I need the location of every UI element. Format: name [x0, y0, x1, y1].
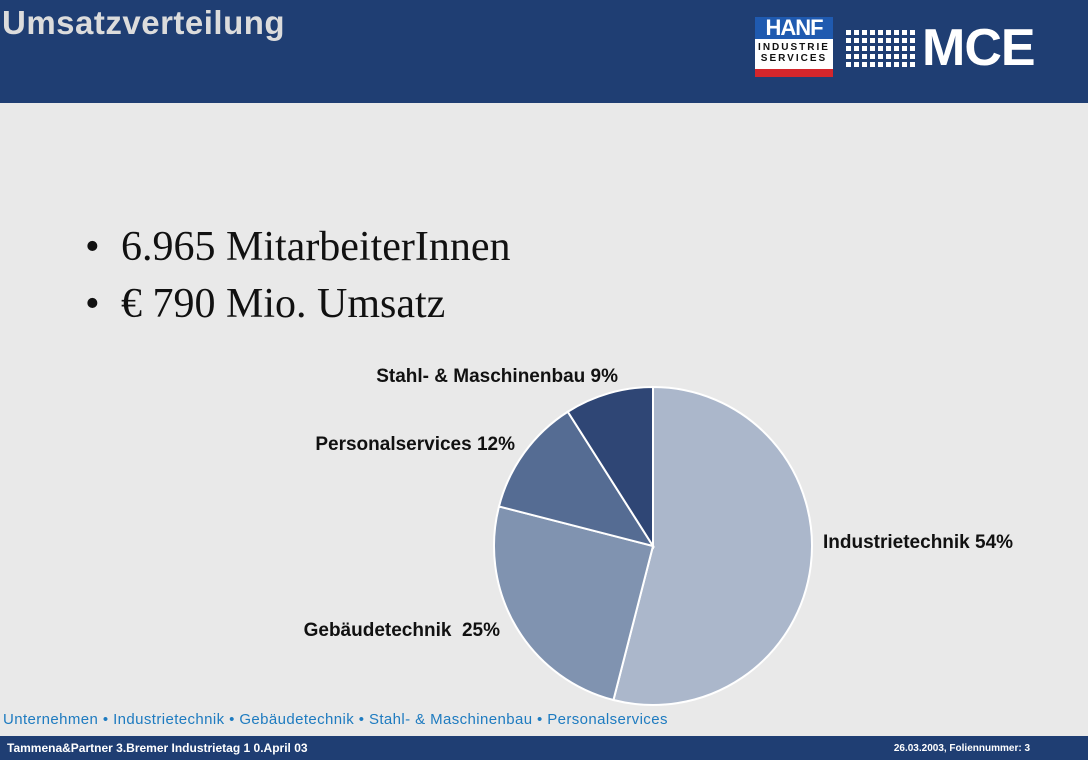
mce-dot: [886, 54, 891, 59]
mce-logo-text: MCE: [922, 19, 1036, 77]
mce-dot: [854, 54, 859, 59]
mce-dot: [846, 38, 851, 43]
mce-dot: [910, 38, 915, 43]
pie-slice-3: [566, 385, 654, 550]
mce-dot: [846, 54, 851, 59]
hanf-logo-subtitle: INDUSTRIE SERVICES: [755, 39, 833, 69]
mce-dot: [870, 62, 875, 67]
mce-dot: [902, 38, 907, 43]
pie-label-0: Industrietechnik 54%: [823, 532, 1013, 553]
mce-dot: [886, 38, 891, 43]
bullet-item-revenue: • € 790 Mio. Umsatz: [85, 276, 511, 333]
section-navigation: Unternehmen • Industrietechnik • Gebäude…: [3, 711, 668, 728]
pie-label-2: Personalservices 12%: [315, 434, 515, 455]
mce-dot: [862, 38, 867, 43]
mce-dot: [846, 30, 851, 35]
bullet-text-employees: 6.965 MitarbeiterInnen: [121, 224, 511, 270]
mce-dot: [870, 54, 875, 59]
mce-dot: [894, 54, 899, 59]
pie-labels: Industrietechnik 54% Gebäudetechnik 25% Pe…: [304, 366, 1014, 641]
mce-dot: [910, 62, 915, 67]
mce-dot: [854, 38, 859, 43]
hanf-logo-line-1: INDUSTRIE: [758, 42, 830, 53]
mce-dot-grid-icon: [846, 30, 915, 67]
mce-dot: [878, 62, 883, 67]
footer-bar: Tammena&Partner 3.Bremer Industrietag 1 …: [0, 736, 1088, 760]
mce-dot: [854, 62, 859, 67]
mce-dot: [862, 54, 867, 59]
hanf-logo-line-2: SERVICES: [760, 53, 828, 64]
bullet-dot-icon: •: [85, 224, 100, 270]
mce-dot: [894, 30, 899, 35]
mce-dot: [894, 38, 899, 43]
pie-label-1: Gebäudetechnik 25%: [304, 620, 501, 641]
bullet-item-employees: • 6.965 MitarbeiterInnen: [85, 219, 511, 276]
hanf-logo: HANF INDUSTRIE SERVICES: [755, 17, 833, 77]
pie-label-3: Stahl- & Maschinenbau 9%: [376, 366, 618, 387]
mce-dot: [910, 46, 915, 51]
hanf-logo-stripe: [755, 69, 833, 77]
mce-dot: [862, 62, 867, 67]
mce-dot: [878, 38, 883, 43]
mce-dot: [902, 62, 907, 67]
mce-dot: [878, 54, 883, 59]
bullet-text-revenue: € 790 Mio. Umsatz: [121, 281, 446, 327]
pie-slice-1: [493, 505, 655, 702]
mce-dot: [902, 30, 907, 35]
mce-dot: [886, 62, 891, 67]
slide-title: Umsatzverteilung: [2, 4, 286, 41]
mce-dot: [878, 30, 883, 35]
mce-dot: [846, 62, 851, 67]
pie-slices: [493, 385, 813, 706]
mce-dot: [878, 46, 883, 51]
mce-dot: [846, 46, 851, 51]
mce-dot: [910, 54, 915, 59]
header-bar: Umsatzverteilung HANF INDUSTRIE SERVICES…: [0, 0, 1088, 103]
mce-dot: [862, 30, 867, 35]
mce-dot: [870, 30, 875, 35]
mce-dot: [910, 30, 915, 35]
mce-dot: [894, 46, 899, 51]
pie-slice-0: [612, 385, 813, 706]
mce-dot: [886, 46, 891, 51]
mce-dot: [902, 54, 907, 59]
mce-dot: [862, 46, 867, 51]
pie-slice-2: [497, 410, 656, 548]
footer-slide-number: 26.03.2003, Foliennummer: 3: [893, 743, 1030, 754]
bullet-dot-icon: •: [85, 281, 100, 327]
mce-dot: [886, 30, 891, 35]
mce-dot: [894, 62, 899, 67]
hanf-logo-name: HANF: [755, 17, 833, 39]
bullet-list: • 6.965 MitarbeiterInnen • € 790 Mio. Umsa…: [85, 219, 511, 333]
footer-event: Tammena&Partner 3.Bremer Industrietag 1 …: [7, 741, 308, 755]
mce-dot: [902, 46, 907, 51]
mce-dot: [870, 38, 875, 43]
mce-dot: [870, 46, 875, 51]
mce-dot: [854, 46, 859, 51]
mce-dot: [854, 30, 859, 35]
